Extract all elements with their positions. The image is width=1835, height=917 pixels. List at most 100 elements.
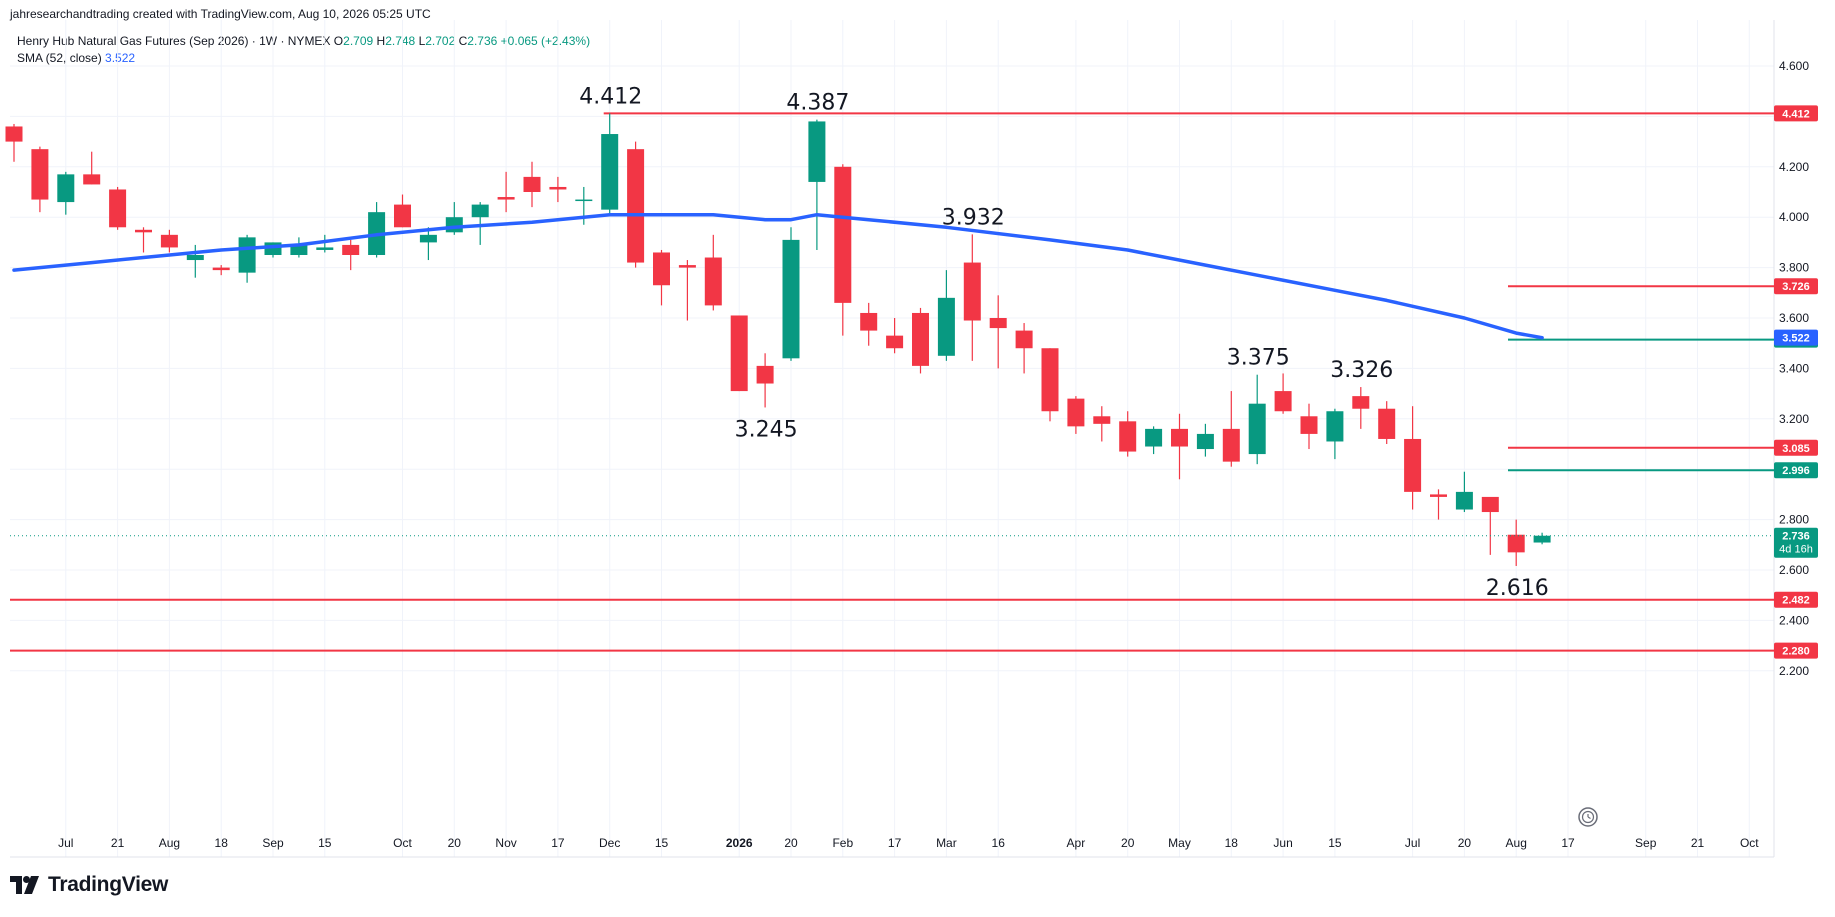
x-tick-Aug-58: Aug [1506, 836, 1527, 850]
sma-line [12, 212, 1544, 340]
price-annotations: 4.412 4.387 3.932 3.245 3.375 3.326 2.616 [579, 84, 1548, 601]
sma-label: SMA (52, close) [17, 51, 102, 65]
close-value: 2.736 [467, 34, 498, 48]
price-tag-3.522: 3.522 [1774, 329, 1818, 346]
candle-40 [1041, 348, 1059, 422]
candle-3 [83, 151, 101, 185]
candle-14 [368, 202, 386, 258]
candle-20 [523, 161, 541, 208]
candle-0 [5, 123, 23, 162]
candle-48 [1248, 374, 1266, 465]
price-axis[interactable]: 4.6004.4004.2004.0003.8003.6003.4003.200… [1779, 59, 1809, 678]
price-tag-3.726: 3.726 [1774, 278, 1818, 295]
candle-57 [1481, 496, 1499, 555]
annotation-4.387: 4.387 [786, 91, 849, 116]
candle-12 [316, 234, 334, 253]
high-label: H [376, 34, 386, 48]
candle-44 [1145, 426, 1163, 455]
sma-value: 3.522 [105, 51, 136, 65]
svg-text:3.726: 3.726 [1782, 281, 1810, 293]
go-to-realtime-button[interactable] [1578, 807, 1598, 827]
sma-legend[interactable]: SMA (52, close) 3.522 [17, 51, 135, 65]
x-tick-Dec-23: Dec [599, 836, 620, 850]
high-value: 2.748 [385, 34, 416, 48]
candle-2 [57, 171, 75, 215]
candle-13 [342, 239, 360, 271]
candle-50 [1300, 403, 1318, 450]
candle-34 [886, 318, 904, 354]
x-tick-15-25: 15 [655, 836, 669, 850]
candle-46 [1196, 423, 1214, 457]
svg-text:2.996: 2.996 [1782, 465, 1810, 477]
svg-text:2.482: 2.482 [1782, 595, 1810, 607]
annotation-3.932: 3.932 [942, 205, 1005, 230]
x-tick-15-12: 15 [318, 836, 332, 850]
x-tick-21-65: 21 [1691, 836, 1705, 850]
x-tick-20-30: 20 [784, 836, 798, 850]
candle-49 [1274, 373, 1292, 414]
candle-4 [109, 186, 127, 230]
candle-5 [135, 227, 152, 253]
x-tick-20-56: 20 [1458, 836, 1472, 850]
grid-lines [10, 20, 1774, 857]
candle-51 [1326, 408, 1344, 460]
candle-31 [808, 119, 826, 250]
x-tick-Oct-67: Oct [1740, 836, 1759, 850]
x-tick-Apr-41: Apr [1067, 836, 1086, 850]
candle-42 [1093, 406, 1111, 442]
candle-38 [989, 295, 1007, 369]
candle-18 [471, 202, 489, 245]
price-tag-2.280: 2.280 [1774, 642, 1818, 659]
x-tick-20-43: 20 [1121, 836, 1135, 850]
x-tick-Sep-63: Sep [1635, 836, 1657, 850]
annotation-3.375: 3.375 [1227, 346, 1290, 371]
candle-41 [1067, 396, 1085, 434]
y-tick-4.600: 4.600 [1779, 59, 1809, 73]
x-tick-Aug-6: Aug [159, 836, 180, 850]
candlesticks [5, 113, 1551, 566]
candle-19 [497, 171, 515, 213]
open-label: O [333, 34, 344, 48]
candle-43 [1119, 411, 1137, 457]
x-tick-17-21: 17 [551, 836, 565, 850]
candle-45 [1171, 413, 1188, 480]
brand-logo[interactable]: TradingView [10, 873, 168, 897]
tradingview-logo-icon [10, 876, 39, 894]
price-tag-2.482: 2.482 [1774, 591, 1818, 608]
symbol-title: Henry Hub Natural Gas Futures (Sep 2026)… [17, 34, 331, 48]
symbol-legend[interactable]: Henry Hub Natural Gas Futures (Sep 2026)… [17, 34, 590, 48]
candle-9 [238, 234, 256, 283]
svg-text:2.736: 2.736 [1782, 531, 1810, 543]
candle-17 [445, 202, 463, 235]
y-tick-2.200: 2.200 [1779, 664, 1809, 678]
annotation-4.412: 4.412 [579, 84, 642, 109]
y-tick-4.000: 4.000 [1779, 210, 1809, 224]
brand-name: TradingView [48, 873, 169, 896]
candle-25 [653, 249, 670, 306]
annotation-3.245: 3.245 [735, 417, 798, 442]
candle-28 [730, 315, 748, 392]
x-tick-Jul-54: Jul [1405, 836, 1420, 850]
time-axis[interactable]: Jul 21 Aug 18 Sep 15 Oct 20 Nov 17 Dec 15 2026 20 Feb 1… [58, 836, 1759, 850]
candle-58 [1507, 519, 1525, 566]
candle-59 [1533, 532, 1551, 545]
candle-52 [1352, 387, 1370, 429]
x-tick-Feb-32: Feb [832, 836, 853, 850]
candle-39 [1015, 323, 1033, 374]
x-tick-Nov-19: Nov [495, 836, 516, 850]
y-tick-4.200: 4.200 [1779, 160, 1809, 174]
x-tick-16-38: 16 [992, 836, 1006, 850]
price-tag-4.412: 4.412 [1774, 105, 1818, 122]
y-tick-2.800: 2.800 [1779, 513, 1809, 527]
y-tick-3.800: 3.800 [1779, 261, 1809, 275]
x-tick-Oct-15: Oct [393, 836, 412, 850]
candle-33 [860, 302, 878, 346]
x-tick-Jul-2: Jul [58, 836, 73, 850]
x-tick-18-47: 18 [1225, 836, 1239, 850]
low-value: 2.702 [425, 34, 456, 48]
candle-26 [678, 260, 696, 321]
candle-36 [937, 270, 955, 361]
x-tick-Jun-49: Jun [1273, 836, 1292, 850]
